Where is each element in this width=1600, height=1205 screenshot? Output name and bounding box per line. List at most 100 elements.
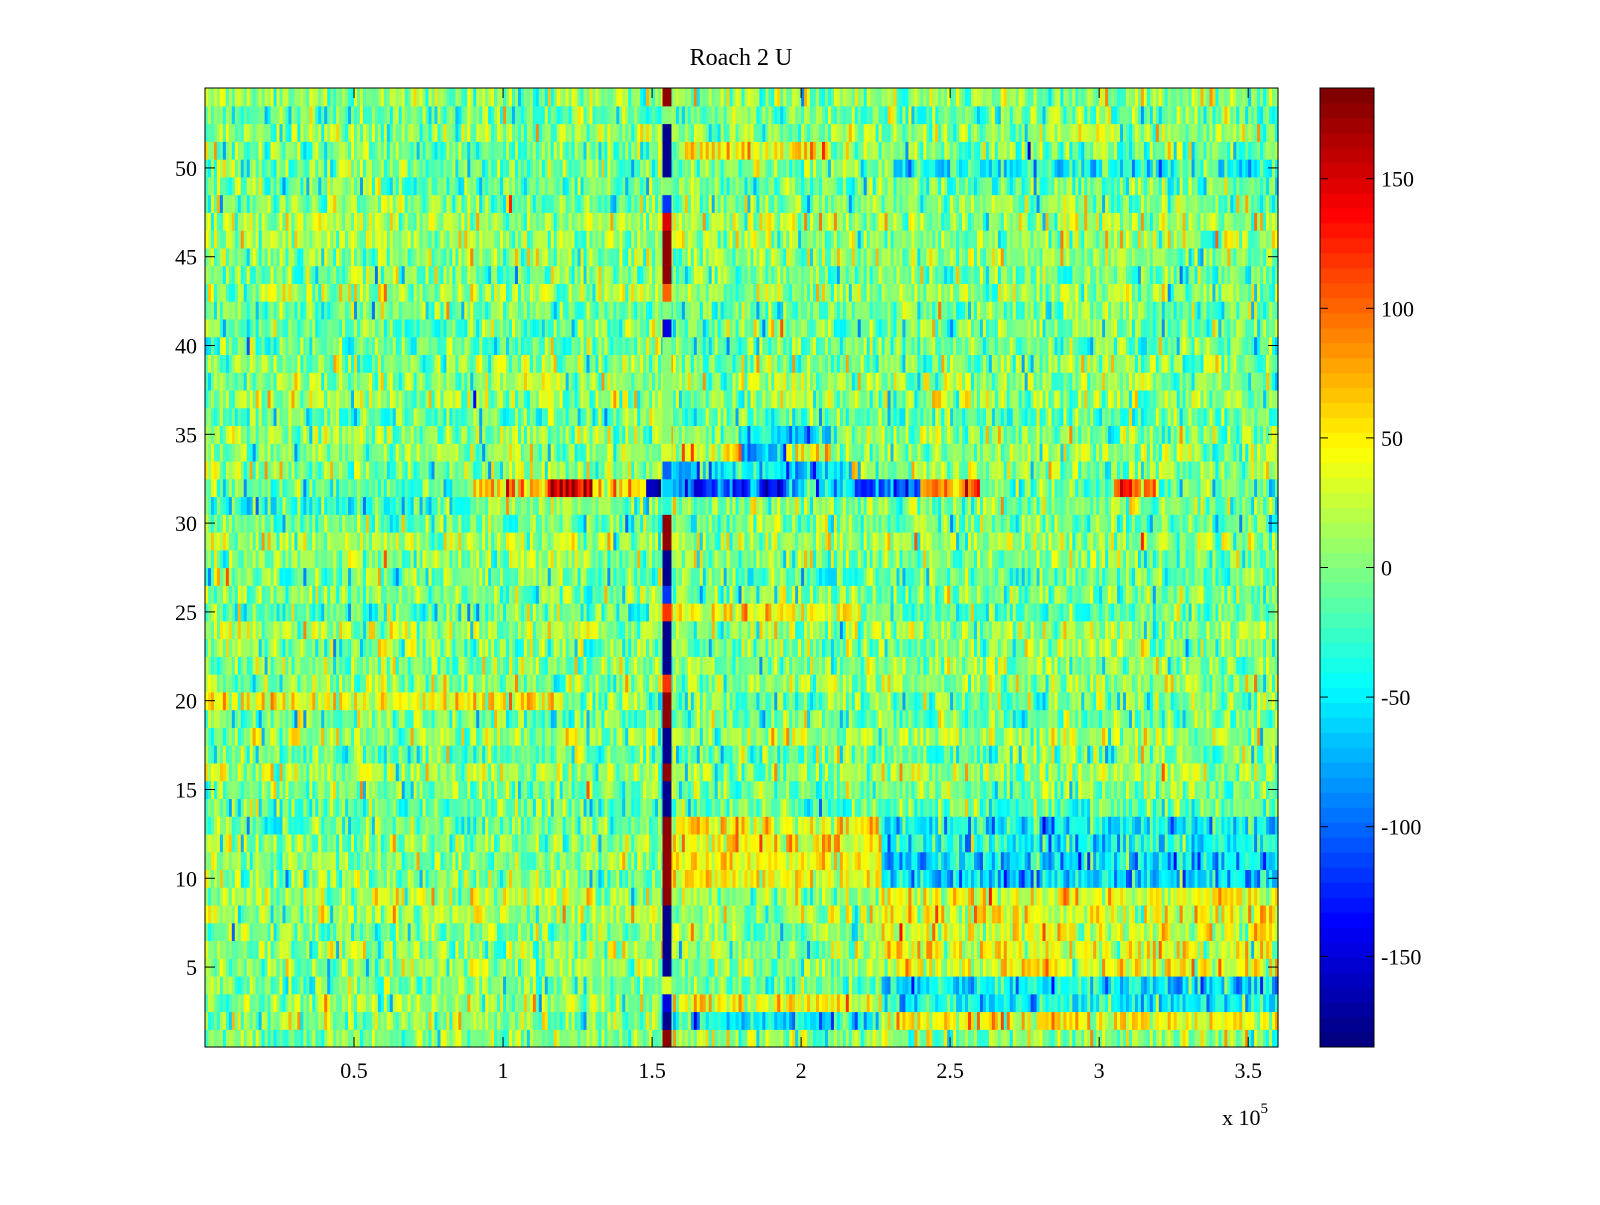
heatmap-cell — [997, 975, 1002, 995]
heatmap-cell — [216, 993, 221, 1013]
heatmap-cell — [228, 993, 233, 1013]
heatmap-cell — [532, 940, 537, 959]
heatmap-cell — [681, 940, 686, 959]
heatmap-cell — [345, 1011, 349, 1030]
heatmap-cell — [351, 993, 355, 1013]
heatmap-cell — [1143, 1011, 1148, 1030]
heatmap-cell — [863, 940, 868, 959]
heatmap-cell — [854, 940, 859, 959]
heatmap-cell — [431, 940, 436, 959]
heatmap-cell — [297, 958, 301, 977]
heatmap-cell — [482, 940, 486, 959]
heatmap-cell — [431, 975, 436, 995]
heatmap-cell — [750, 940, 755, 959]
heatmap-cell — [440, 975, 445, 995]
heatmap-cell — [848, 958, 853, 977]
heatmap-cell — [899, 1029, 904, 1048]
heatmap-cell — [1188, 958, 1193, 977]
heatmap-cell — [544, 1011, 549, 1030]
heatmap-cell — [684, 958, 689, 977]
heatmap-cell — [237, 922, 242, 942]
heatmap-cell — [434, 993, 439, 1013]
heatmap-cell — [571, 922, 576, 942]
heatmap-cell — [827, 975, 832, 995]
heatmap-cell — [1248, 1029, 1252, 1048]
heatmap-cell — [1066, 993, 1070, 1013]
heatmap-cell — [562, 975, 567, 995]
heatmap-cell — [535, 1029, 540, 1048]
heatmap-cell — [813, 1029, 817, 1048]
heatmap-cell — [792, 1029, 796, 1048]
heatmap-cell — [744, 1011, 749, 1030]
heatmap-cell — [291, 993, 296, 1013]
heatmap-cell — [625, 940, 629, 959]
heatmap-cell — [318, 1011, 322, 1030]
heatmap-cell — [285, 1029, 290, 1048]
heatmap-cell — [953, 1029, 957, 1048]
heatmap-cell — [488, 1029, 492, 1048]
heatmap-cell — [1275, 1029, 1279, 1048]
heatmap-cell — [839, 993, 844, 1013]
heatmap-cell — [827, 1011, 832, 1030]
heatmap-cell — [801, 958, 805, 977]
heatmap-cell — [628, 922, 632, 942]
heatmap-cell — [416, 940, 421, 959]
heatmap-cell — [625, 958, 629, 977]
heatmap-cell — [511, 940, 516, 959]
heatmap-cell — [1173, 1011, 1178, 1030]
heatmap-cell — [249, 940, 254, 959]
heatmap-cell — [1102, 993, 1106, 1013]
heatmap-cell — [565, 975, 570, 995]
heatmap-cell — [389, 1029, 394, 1048]
heatmap-cell — [470, 940, 474, 959]
heatmap-cell — [997, 1029, 1002, 1048]
heatmap-cell — [938, 940, 942, 959]
heatmap-cell — [565, 1029, 570, 1048]
heatmap-cell — [1152, 993, 1157, 1013]
heatmap-cell — [449, 940, 453, 959]
heatmap-cell — [327, 1011, 331, 1030]
heatmap-cell — [222, 1011, 227, 1030]
heatmap-cell — [1245, 993, 1249, 1013]
heatmap-cell — [595, 922, 600, 942]
heatmap-cell — [488, 940, 492, 959]
heatmap-cell — [1081, 975, 1085, 995]
heatmap-cell — [479, 940, 483, 959]
heatmap-cell — [824, 993, 829, 1013]
heatmap-cell — [985, 1011, 990, 1030]
heatmap-cell — [213, 975, 218, 995]
heatmap-cell — [738, 1011, 743, 1030]
heatmap-cell — [589, 958, 594, 977]
heatmap-cell — [878, 975, 883, 995]
heatmap-cell — [896, 1011, 901, 1030]
heatmap-cell — [526, 1011, 531, 1030]
heatmap-cell — [869, 940, 874, 959]
heatmap-cell — [991, 975, 996, 995]
heatmap-cell — [1269, 975, 1273, 995]
heatmap-cell — [428, 1029, 433, 1048]
heatmap-cell — [1036, 975, 1041, 995]
heatmap-cell — [377, 958, 382, 977]
heatmap-cell — [491, 1011, 495, 1030]
heatmap-cell — [467, 1011, 471, 1030]
heatmap-cell — [294, 975, 298, 995]
heatmap-cell — [768, 993, 772, 1013]
heatmap-cell — [324, 1011, 328, 1030]
heatmap-cell — [616, 958, 620, 977]
heatmap-cell — [458, 958, 462, 977]
heatmap-cell — [1015, 993, 1020, 1013]
heatmap-cell — [416, 958, 421, 977]
heatmap-cell — [1215, 1029, 1219, 1048]
heatmap-cell — [962, 958, 966, 977]
heatmap-cell — [1078, 958, 1082, 977]
heatmap-cell — [1140, 975, 1145, 995]
heatmap-cell — [321, 922, 325, 942]
heatmap-cell — [1051, 975, 1056, 995]
heatmap-cell — [1096, 1029, 1100, 1048]
heatmap-cell — [821, 1029, 826, 1048]
heatmap-cell — [413, 1029, 418, 1048]
heatmap-cell — [1117, 1011, 1121, 1030]
heatmap-cell — [845, 958, 850, 977]
heatmap-cell — [976, 1029, 981, 1048]
heatmap-cell — [762, 1011, 766, 1030]
